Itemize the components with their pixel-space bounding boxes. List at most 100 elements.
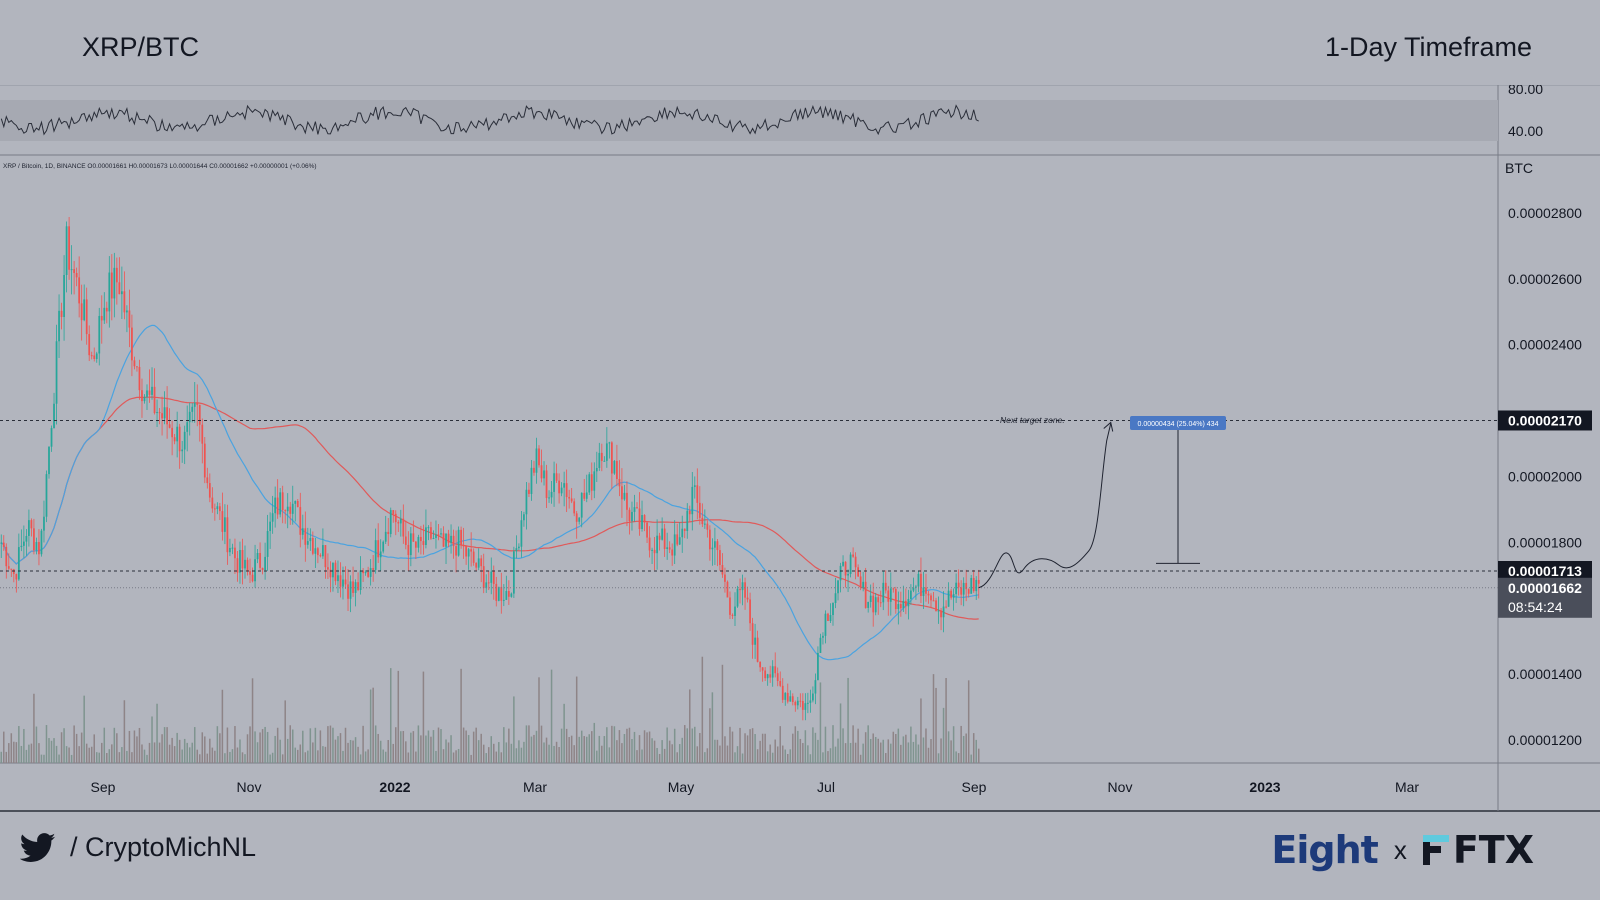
volume-bar [573, 745, 575, 763]
price-chart[interactable]: 80.00 40.00 XRP / Bitcoin, 1D, BINANCE O… [0, 81, 1600, 812]
candle-body [397, 522, 400, 524]
volume-bar [462, 727, 465, 763]
candle-body [646, 522, 648, 538]
volume-bar [902, 736, 905, 763]
volume-bar [254, 731, 256, 763]
volume-bar [425, 735, 427, 763]
volume-bar [907, 742, 910, 763]
candle-body [899, 604, 902, 609]
candle-body [7, 566, 10, 569]
volume-bar [892, 731, 895, 763]
candle-body [203, 443, 206, 478]
volume-bar [45, 725, 48, 763]
volume-bar [259, 732, 261, 763]
candle-body [716, 541, 719, 551]
candle-body [244, 559, 246, 569]
volume-bar [156, 703, 158, 763]
target-price-box [1498, 410, 1592, 431]
volume-bar [352, 740, 354, 763]
volume-bar [312, 742, 314, 763]
candle-body [678, 537, 681, 545]
candle-body [269, 521, 272, 532]
volume-bar [372, 687, 374, 763]
candle-body [947, 590, 950, 607]
candle-body [641, 515, 643, 529]
volume-bar [332, 727, 334, 763]
candle-body [651, 549, 653, 551]
volume-bar [455, 750, 457, 763]
volume-bar [721, 664, 724, 763]
candle-body [955, 582, 958, 595]
candle-body [95, 353, 98, 360]
volume-bar [374, 725, 377, 763]
candle-body [575, 513, 578, 522]
candle-body [774, 666, 777, 674]
volume-bar [510, 743, 513, 763]
chart-frame[interactable]: 80.00 40.00 XRP / Bitcoin, 1D, BINANCE O… [0, 81, 1600, 812]
volume-bar [874, 736, 877, 763]
candle-body [882, 582, 885, 603]
volume-bar [774, 739, 776, 763]
candle-body [759, 661, 762, 668]
volume-bar [739, 727, 741, 763]
candle-body [512, 551, 515, 594]
candle-body [578, 517, 581, 522]
volume-bar [432, 730, 435, 763]
volume-bar [450, 735, 452, 763]
candle-body [847, 573, 849, 576]
volume-bar [603, 736, 606, 763]
candle-body [972, 577, 975, 592]
volume-bar [817, 739, 819, 763]
candle-body [264, 556, 266, 571]
candle-body [897, 604, 900, 610]
volume-bar [199, 754, 201, 763]
volume-bar [334, 739, 337, 763]
candle-body [608, 442, 611, 444]
volume-bar [751, 728, 754, 763]
volume-bar [759, 740, 761, 763]
x-tick: Nov [1108, 779, 1133, 795]
moving-average-slow [0, 396, 979, 620]
candle-body [100, 315, 103, 321]
candle-body [354, 582, 357, 593]
candle-body [739, 588, 741, 591]
candle-body [294, 500, 297, 504]
volume-bar [819, 682, 822, 763]
volume-bar [63, 728, 65, 763]
volume-bar [146, 754, 148, 763]
x-tick: Sep [962, 779, 987, 795]
volume-bar [3, 731, 5, 763]
candle-body [218, 506, 221, 512]
candle-body [565, 483, 568, 498]
candle-body [686, 510, 689, 532]
candle-body [70, 269, 73, 271]
x-tick: 2022 [379, 779, 410, 795]
volume-bar [915, 734, 917, 763]
volume-bar [711, 692, 714, 763]
volume-bar [787, 753, 789, 763]
volume-bar [518, 740, 520, 763]
candle-body [256, 552, 259, 560]
candle-body [714, 541, 716, 548]
candle-body [887, 590, 890, 602]
x-tick: Nov [237, 779, 262, 795]
candle-body [58, 310, 60, 342]
candle-body [862, 581, 865, 588]
candle-body [193, 402, 196, 407]
candle-body [352, 581, 354, 593]
candle-body [661, 528, 664, 540]
volume-bar [691, 728, 694, 763]
eight-logo: Eight [1271, 828, 1378, 872]
volume-bar [736, 746, 739, 763]
volume-bar [384, 751, 387, 763]
volume-bar [812, 727, 814, 763]
volume-bar [445, 739, 447, 763]
candle-body [15, 573, 18, 580]
symbol-title: XRP/BTC [82, 32, 200, 62]
candle-body [17, 547, 20, 580]
volume-bar [329, 725, 332, 763]
candle-body [553, 473, 555, 492]
volume-bar [910, 726, 912, 763]
volume-bar [173, 746, 176, 763]
volume-bar [797, 730, 799, 763]
